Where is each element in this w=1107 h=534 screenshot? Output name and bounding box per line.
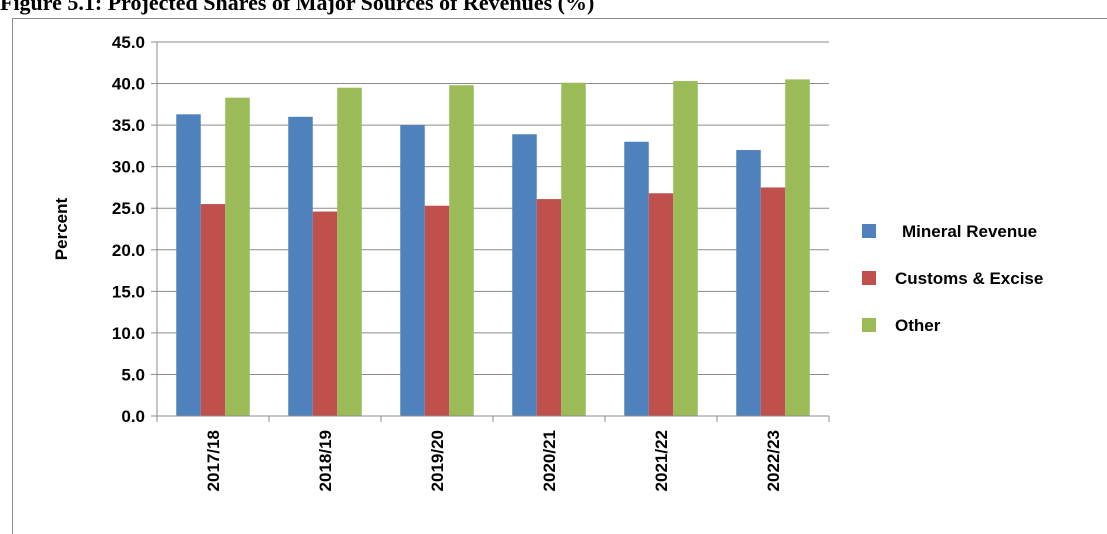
gridlines xyxy=(157,41,829,375)
x-tick-label: 2018/19 xyxy=(316,430,335,491)
bar-customs-excise xyxy=(200,204,226,416)
y-tick-label: 0.0 xyxy=(121,407,145,426)
bar-other xyxy=(785,79,810,417)
bar-customs-excise xyxy=(648,193,674,416)
legend-swatch xyxy=(862,224,876,238)
legend-swatch xyxy=(862,271,876,285)
legend-label: Other xyxy=(895,316,941,335)
y-tick-label: 40.0 xyxy=(112,75,145,94)
x-tick-label: 2022/23 xyxy=(764,430,783,491)
legend-label: Customs & Excise xyxy=(895,269,1043,288)
bar-other xyxy=(225,97,250,416)
y-tick-label: 45.0 xyxy=(112,33,145,52)
y-tick-label: 10.0 xyxy=(112,324,145,343)
y-tick-label: 15.0 xyxy=(112,282,145,301)
bar-other xyxy=(337,87,362,416)
y-tick-label: 20.0 xyxy=(112,241,145,260)
bar-other xyxy=(449,85,474,417)
bar-mineral-revenue xyxy=(288,116,313,417)
figure-title: Figure 5.1: Projected Shares of Major So… xyxy=(0,0,595,15)
bar-mineral-revenue xyxy=(176,114,201,416)
x-tick-labels: 2017/18 2018/19 2019/20 2020/21 2021/22 2022/… xyxy=(204,430,783,491)
y-tick-label: 25.0 xyxy=(112,199,145,218)
bars-group xyxy=(176,79,810,417)
bar-customs-excise xyxy=(424,205,450,416)
y-tick-labels: 0.0 5.0 10.0 15.0 20.0 25.0 30.0 35.0 40.0 45.0 xyxy=(112,33,145,426)
bar-customs-excise xyxy=(312,211,338,416)
bar-mineral-revenue xyxy=(400,125,425,416)
bar-mineral-revenue xyxy=(736,150,761,417)
x-tick-label: 2020/21 xyxy=(540,430,559,491)
bar-customs-excise xyxy=(536,199,562,416)
axes xyxy=(151,41,830,422)
bar-mineral-revenue xyxy=(624,141,649,416)
x-tick-label: 2021/22 xyxy=(652,430,671,491)
bar-customs-excise xyxy=(760,187,786,416)
bar-other xyxy=(561,82,586,417)
y-tick-label: 5.0 xyxy=(121,365,145,384)
bar-other xyxy=(673,81,698,416)
legend-swatch xyxy=(862,318,876,332)
chart-frame xyxy=(12,18,1107,534)
x-tick-label: 2017/18 xyxy=(204,430,223,491)
bar-mineral-revenue xyxy=(512,134,537,416)
y-axis-label: Percent xyxy=(52,197,71,260)
x-tick-label: 2019/20 xyxy=(428,430,447,491)
y-tick-label: 30.0 xyxy=(112,158,145,177)
legend-label: Mineral Revenue xyxy=(902,222,1037,241)
y-tick-label: 35.0 xyxy=(112,116,145,135)
legend: Mineral Revenue Customs & Excise Other xyxy=(862,222,1043,335)
